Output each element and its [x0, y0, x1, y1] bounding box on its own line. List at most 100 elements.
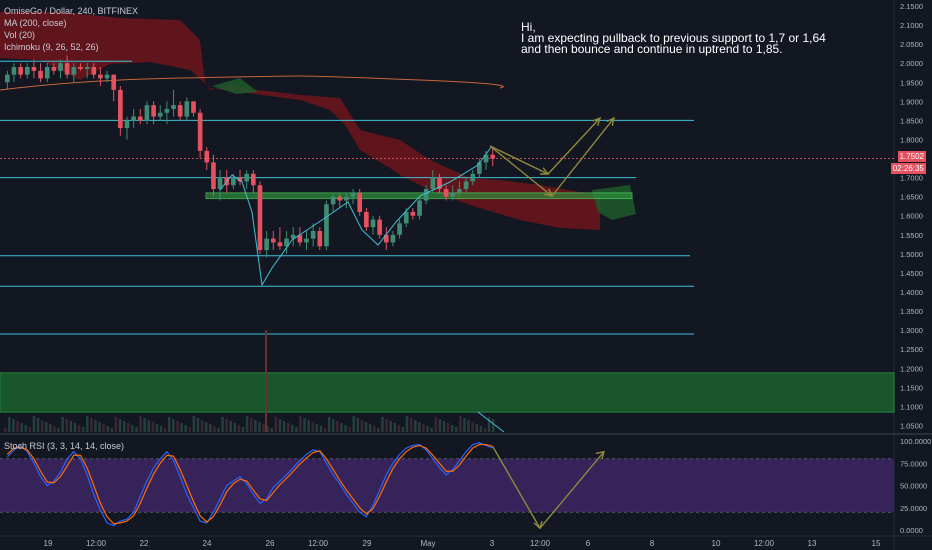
- bounce-arrow-1-head: [592, 116, 602, 126]
- candle-body: [71, 67, 77, 75]
- volume-bar: [69, 421, 73, 432]
- candle-body: [390, 234, 396, 243]
- volume-bar: [77, 425, 81, 432]
- volume-bar: [405, 416, 409, 432]
- price-tick-label: 1.2500: [900, 345, 923, 354]
- volume-bar: [323, 428, 327, 432]
- price-tick-label: 1.6500: [900, 193, 923, 202]
- volume-bar: [106, 426, 109, 432]
- candle-body: [397, 223, 402, 235]
- price-tick-label: 1.1000: [900, 402, 923, 411]
- candle-body: [184, 101, 190, 117]
- volume-bar: [393, 423, 396, 432]
- ichimoku-cloud-green: [212, 78, 258, 94]
- volume-bar: [53, 426, 56, 432]
- volume-bar: [373, 426, 376, 432]
- candle-body: [18, 67, 23, 75]
- conversion-line: [219, 145, 493, 287]
- candle-body: [11, 67, 17, 75]
- price-tick-label: 2.1500: [900, 2, 923, 11]
- volume-bar: [459, 416, 462, 432]
- candle-body: [250, 173, 256, 186]
- candle-body: [417, 200, 422, 216]
- volume-bar: [397, 425, 401, 432]
- volume-bar: [315, 424, 319, 432]
- volume-bar: [172, 419, 175, 432]
- candle-body: [111, 74, 117, 90]
- candle-body: [191, 101, 196, 113]
- volume-bar: [57, 428, 60, 432]
- volume-bar: [28, 427, 32, 432]
- candle-body: [364, 211, 369, 228]
- candle-body: [217, 177, 223, 190]
- volume-bar: [221, 417, 224, 432]
- volume-bar: [262, 424, 265, 432]
- volume-bar: [139, 416, 142, 432]
- volume-bar: [45, 422, 48, 432]
- volume-bar: [131, 425, 134, 432]
- volume-bar: [258, 422, 261, 432]
- volume-bar: [483, 428, 487, 432]
- idea-annotation: Hi, I am expecting pullback to previous …: [521, 20, 826, 56]
- candle-body: [463, 181, 469, 190]
- volume-bar: [327, 417, 331, 432]
- volume-bar: [73, 423, 77, 432]
- volume-bar: [192, 416, 196, 432]
- price-tick-label: 1.5000: [900, 250, 923, 259]
- volume-bar: [204, 422, 208, 432]
- stoch-up-arrow-head: [595, 450, 605, 459]
- candle-body: [457, 189, 462, 193]
- time-tick-label: 15: [872, 539, 881, 548]
- candle-body: [24, 67, 30, 75]
- ichimoku-legend: Ichimoku (9, 26, 52, 26): [4, 42, 99, 52]
- price-tick-label: 1.3000: [900, 326, 923, 335]
- candle-body: [164, 108, 170, 113]
- volume-bar: [446, 423, 450, 432]
- pullback-arrow-1: [489, 145, 549, 175]
- candle-body: [124, 120, 130, 129]
- volume-bar: [438, 419, 442, 432]
- time-tick-label: 8: [650, 539, 655, 548]
- volume-bar: [487, 417, 491, 432]
- price-tick-label: 1.9500: [900, 78, 923, 87]
- volume-bar: [65, 419, 68, 432]
- time-tick-label: May: [420, 539, 435, 548]
- volume-bar: [360, 420, 364, 432]
- volume-bar: [422, 424, 425, 432]
- candle-body: [231, 177, 236, 186]
- candle-body: [51, 67, 57, 71]
- volume-bar: [463, 418, 466, 432]
- volume-bar: [385, 419, 388, 432]
- volume-bar: [356, 418, 360, 432]
- candle-body: [357, 192, 363, 212]
- time-tick-label: 12:00: [308, 539, 329, 548]
- pullback-arrow-2: [489, 145, 553, 197]
- stoch-band: [0, 458, 894, 513]
- volume-bar: [270, 428, 273, 432]
- volume-bar: [491, 419, 495, 432]
- volume-bar: [163, 428, 167, 432]
- ma-legend: MA (200, close): [4, 18, 67, 28]
- volume-bar: [237, 425, 241, 432]
- price-tick-label: 2.0500: [900, 40, 923, 49]
- volume-bar: [455, 427, 458, 432]
- candle-body: [211, 162, 216, 190]
- candle-body: [237, 177, 243, 182]
- candle-body: [137, 116, 143, 121]
- candle-body: [277, 242, 283, 247]
- volume-bar: [151, 422, 155, 432]
- candle-body: [98, 74, 103, 79]
- volume-bar: [286, 423, 290, 432]
- volume-bar: [430, 428, 433, 432]
- candle-body: [64, 63, 70, 75]
- stoch-tick-label: 75.0000: [900, 459, 927, 468]
- ichimoku-cloud-red: [0, 12, 600, 230]
- candle-body: [78, 67, 83, 69]
- volume-bar: [352, 416, 355, 432]
- volume-bar: [389, 421, 392, 432]
- volume-bar: [86, 416, 89, 432]
- time-tick-label: 12:00: [86, 539, 107, 548]
- price-tick-label: 1.8500: [900, 116, 923, 125]
- time-tick-label: 10: [712, 539, 721, 548]
